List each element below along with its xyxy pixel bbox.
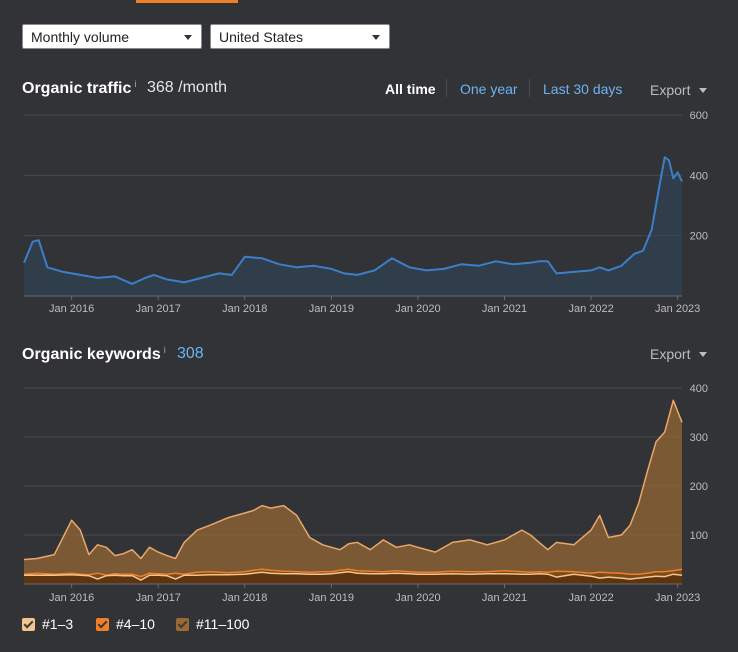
checkbox-icon	[176, 618, 189, 631]
active-tab-indicator	[136, 0, 238, 3]
y-tick-label: 400	[690, 170, 708, 182]
range-one-year[interactable]: One year	[460, 81, 518, 97]
organic-traffic-value: 368 /month	[147, 79, 228, 96]
keywords-area-top3-line	[24, 571, 683, 581]
keywords-area-top10-line	[23, 568, 683, 578]
checkbox-icon	[22, 618, 35, 631]
organic-keywords-value[interactable]: 308	[177, 345, 204, 362]
export-label: Export	[650, 82, 691, 98]
checkbox-icon	[96, 618, 109, 631]
x-tick-label: Jan 2016	[49, 303, 94, 315]
info-icon[interactable]: i	[163, 345, 166, 355]
y-tick-label: 200	[690, 231, 708, 243]
y-tick-label: 600	[690, 110, 708, 122]
legend-label: #11–100	[196, 616, 250, 632]
legend-label: #1–3	[42, 616, 74, 632]
x-tick-label: Jan 2016	[49, 592, 94, 604]
x-tick-label: Jan 2022	[568, 303, 613, 315]
x-tick-label: Jan 2017	[136, 303, 181, 315]
chevron-down-icon	[699, 88, 708, 93]
y-tick-label: 100	[690, 530, 708, 542]
traffic-line	[23, 156, 683, 285]
x-tick-label: Jan 2021	[482, 303, 527, 315]
x-tick-label: Jan 2018	[222, 303, 267, 315]
volume-select[interactable]: Monthly volume	[22, 24, 202, 49]
info-icon[interactable]: i	[134, 79, 137, 89]
y-tick-label: 300	[690, 432, 708, 444]
x-tick-label: Jan 2023	[655, 303, 700, 315]
export-label: Export	[650, 346, 691, 362]
chevron-down-icon	[372, 35, 380, 40]
traffic-export-button[interactable]: Export	[650, 82, 708, 98]
chevron-down-icon	[184, 35, 192, 40]
keywords-area-top100	[24, 400, 682, 584]
legend-label: #4–10	[116, 616, 155, 632]
keywords-area-top100-line	[23, 399, 683, 561]
organic-traffic-title: Organic traffic i	[22, 79, 136, 98]
x-tick-label: Jan 2019	[309, 592, 354, 604]
traffic-area	[24, 157, 682, 296]
country-select[interactable]: United States	[210, 24, 390, 49]
legend-item-top3[interactable]: #1–3	[22, 616, 73, 632]
keywords-area-top3	[24, 571, 682, 584]
range-all-time[interactable]: All time	[385, 81, 436, 97]
organic-traffic-chart: 200 400 600 Jan 2016 Jan 2017 Jan 2018 Jan 201…	[23, 110, 708, 315]
country-select-value: United States	[219, 29, 304, 45]
x-tick-label: Jan 2020	[395, 303, 440, 315]
x-tick-label: Jan 2022	[568, 592, 613, 604]
y-tick-label: 200	[690, 481, 708, 493]
range-divider	[529, 79, 530, 97]
y-tick-label: 400	[690, 383, 708, 395]
organic-traffic-title-text: Organic traffic	[22, 80, 132, 97]
x-tick-label: Jan 2017	[136, 592, 181, 604]
legend-item-top10[interactable]: #4–10	[96, 616, 155, 632]
legend-item-top100[interactable]: #11–100	[176, 616, 249, 632]
volume-select-value: Monthly volume	[31, 29, 130, 45]
organic-keywords-title-text: Organic keywords	[22, 346, 161, 363]
x-tick-label: Jan 2021	[482, 592, 527, 604]
x-tick-label: Jan 2019	[309, 303, 354, 315]
x-tick-label: Jan 2023	[655, 592, 700, 604]
x-tick-label: Jan 2020	[395, 592, 440, 604]
x-tick-label: Jan 2018	[222, 592, 267, 604]
keywords-export-button[interactable]: Export	[650, 346, 708, 362]
chevron-down-icon	[699, 352, 708, 357]
range-divider	[446, 79, 447, 97]
range-last-30-days[interactable]: Last 30 days	[543, 81, 623, 97]
organic-keywords-title: Organic keywords i	[22, 345, 166, 364]
